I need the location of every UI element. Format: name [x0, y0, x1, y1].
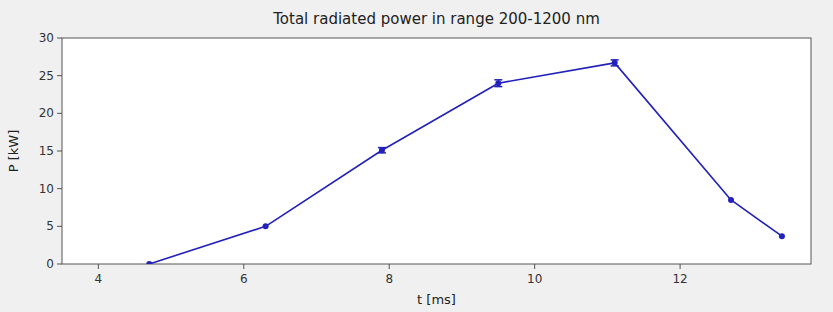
x-tick-label: 10 — [527, 272, 542, 286]
y-tick — [57, 113, 62, 114]
title: Total radiated power in range 200-1200 n… — [272, 10, 600, 28]
error-bar — [611, 60, 619, 66]
y-tick — [57, 188, 62, 189]
point — [263, 223, 269, 229]
point — [379, 147, 385, 153]
x-tick-label: 12 — [672, 272, 687, 286]
plot-frame — [62, 38, 811, 264]
chart: 4 6 8 10 12 0 5 10 15 20 25 30 Total radiated power … — [0, 0, 833, 312]
line — [149, 63, 782, 264]
point — [728, 197, 734, 203]
y-tick-label: 30 — [39, 31, 54, 45]
x-tick — [534, 264, 535, 269]
y-axis-label: P [kW] — [6, 130, 21, 173]
point — [495, 80, 501, 86]
y-tick — [57, 264, 62, 265]
plot-area — [62, 38, 811, 264]
y-tick-label: 10 — [39, 182, 54, 196]
x-tick-label: 8 — [385, 272, 393, 286]
x-tick-label: 4 — [95, 272, 103, 286]
error-bar — [494, 80, 502, 87]
point — [612, 60, 618, 66]
y-tick-label: 25 — [39, 69, 54, 83]
y-tick-label: 15 — [39, 144, 54, 158]
x-tick — [680, 264, 681, 269]
y-tick-label: 5 — [46, 219, 54, 233]
x-axis-label: t [ms] — [417, 292, 456, 307]
x-tick-label: 6 — [240, 272, 248, 286]
y-tick — [57, 226, 62, 227]
y-tick — [57, 75, 62, 76]
x-tick — [243, 264, 244, 269]
point — [779, 233, 785, 239]
y-tick — [57, 38, 62, 39]
x-tick — [98, 264, 99, 269]
y-tick-label: 0 — [46, 257, 54, 271]
point — [146, 261, 152, 264]
x-tick — [389, 264, 390, 269]
plot-data — [146, 60, 785, 264]
y-tick — [57, 151, 62, 152]
y-tick-label: 20 — [39, 106, 54, 120]
error-bar — [378, 148, 386, 153]
